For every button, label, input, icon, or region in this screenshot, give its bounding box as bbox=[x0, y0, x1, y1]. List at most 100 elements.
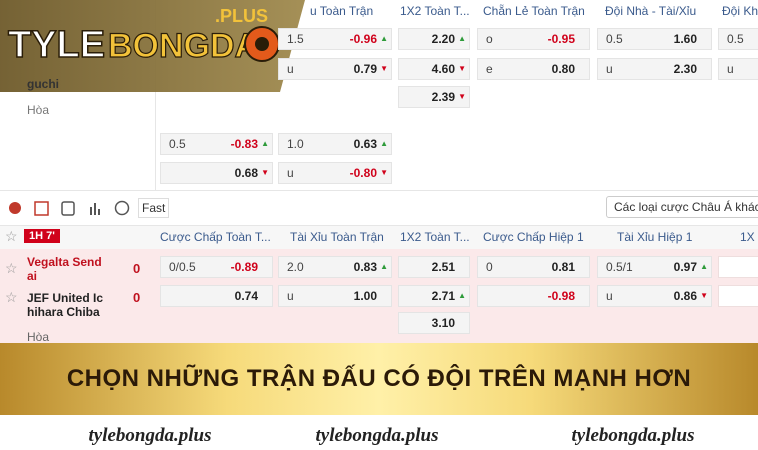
odds-value: -0.89 bbox=[230, 260, 258, 274]
away-team: JEF United Ichihara Chiba bbox=[27, 291, 104, 319]
odds-cell[interactable]: o -0.95 bbox=[477, 28, 590, 50]
odds-value: 1.00 bbox=[353, 289, 377, 303]
trend-arrow: ▲ bbox=[380, 262, 388, 271]
odds-cell[interactable]: 0 0.81 bbox=[477, 256, 590, 278]
handicap-label: 1.5 bbox=[287, 32, 304, 46]
column-header: u Toàn Trận bbox=[310, 4, 374, 18]
odds-cell[interactable]: u 1.00 bbox=[278, 285, 392, 307]
handicap-label: 0.5 bbox=[727, 32, 744, 46]
odds-value: -0.95 bbox=[547, 32, 575, 46]
odds-cell[interactable]: u -0.80 ▼ bbox=[278, 162, 392, 184]
column-header: Cược Chấp Toàn T... bbox=[160, 230, 271, 244]
odds-value: 0.68 bbox=[234, 166, 258, 180]
odds-cell[interactable]: u 0.79 ▼ bbox=[278, 58, 392, 80]
odds-cell[interactable] bbox=[718, 285, 758, 307]
handicap-label: u bbox=[287, 289, 294, 303]
odds-cell[interactable]: e 0.80 bbox=[477, 58, 590, 80]
odds-value: 1.60 bbox=[673, 32, 697, 46]
odds-cell[interactable]: 0.74 bbox=[160, 285, 273, 307]
column-header: Tài Xỉu Toàn Trận bbox=[290, 230, 384, 244]
match-header-bar bbox=[0, 225, 758, 250]
odds-cell[interactable]: 0/0.5 -0.89 bbox=[160, 256, 273, 278]
column-header: 1X2 Toàn T... bbox=[400, 4, 470, 18]
handicap-label: e bbox=[486, 62, 493, 76]
footer-link[interactable]: tylebongda.plus bbox=[315, 425, 439, 446]
trend-arrow: ▼ bbox=[261, 168, 269, 177]
odds-value: 2.30 bbox=[673, 62, 697, 76]
odds-cell[interactable]: 1.5 -0.96 ▲ bbox=[278, 28, 392, 50]
odds-value: 3.10 bbox=[431, 316, 455, 330]
footer bbox=[0, 415, 758, 450]
footer-link[interactable]: tylebongda.plus bbox=[571, 425, 695, 446]
odds-value: 0.80 bbox=[551, 62, 575, 76]
odds-value: -0.80 bbox=[349, 166, 377, 180]
handicap-label: o bbox=[486, 32, 493, 46]
odds-cell[interactable]: 0.5/1 0.97 ▲ bbox=[597, 256, 712, 278]
odds-value: 0.81 bbox=[551, 260, 575, 274]
trend-arrow: ▼ bbox=[458, 64, 466, 73]
odds-cell[interactable]: 2.51 bbox=[398, 256, 470, 278]
odds-cell[interactable]: 2.39 ▼ bbox=[398, 86, 470, 108]
home-score: 0 bbox=[133, 261, 141, 276]
odds-cell[interactable]: 2.71 ▲ bbox=[398, 285, 470, 307]
odds-cell[interactable]: 0.5 bbox=[718, 28, 758, 50]
handicap-label: 0.5 bbox=[169, 137, 186, 151]
column-header: Tài Xỉu Hiệp 1 bbox=[617, 230, 693, 244]
odds-value: 2.71 bbox=[431, 289, 455, 303]
handicap-label: 0.5 bbox=[606, 32, 623, 46]
logo-right: BONGDA bbox=[108, 27, 259, 65]
odds-value: 2.20 bbox=[431, 32, 455, 46]
column-header: 1X bbox=[740, 230, 755, 244]
odds-cell[interactable]: 2.20 ▲ bbox=[398, 28, 470, 50]
handicap-label: 0 bbox=[486, 260, 493, 274]
odds-value: 0.97 bbox=[673, 260, 697, 274]
odds-value: 0.79 bbox=[353, 62, 377, 76]
odds-value: 0.74 bbox=[234, 289, 258, 303]
trend-arrow: ▲ bbox=[261, 139, 269, 148]
column-header: Chẵn Lẻ Toàn Trận bbox=[483, 4, 585, 18]
column-header: Đội Khá bbox=[722, 4, 758, 18]
logo-left: TYLE bbox=[8, 24, 105, 66]
team-name: guchi bbox=[27, 77, 59, 91]
draw-label: Hòa bbox=[27, 103, 50, 117]
market-dropdown[interactable]: Các loại cược Châu Á khác bbox=[606, 196, 758, 218]
odds-cell[interactable]: u bbox=[718, 58, 758, 80]
footer-link[interactable]: tylebongda.plus bbox=[88, 425, 212, 446]
odds-value: 0.83 bbox=[353, 260, 377, 274]
favorite-star[interactable]: ☆ bbox=[5, 260, 18, 276]
away-score: 0 bbox=[133, 290, 141, 305]
column-header: Cược Chấp Hiệp 1 bbox=[483, 230, 584, 244]
odds-cell[interactable]: 2.0 0.83 ▲ bbox=[278, 256, 392, 278]
toolbar-icons[interactable] bbox=[0, 196, 140, 220]
column-header: 1X2 Toàn T... bbox=[400, 230, 470, 244]
home-team: Vegalta Sendai bbox=[27, 255, 102, 283]
odds-value: 0.86 bbox=[673, 289, 697, 303]
odds-cell[interactable]: 0.5 1.60 bbox=[597, 28, 712, 50]
banner: CHỌN NHỮNG TRẬN ĐẤU CÓ ĐỘI TRÊN MẠNH HƠN bbox=[0, 343, 758, 415]
odds-value: 4.60 bbox=[431, 62, 455, 76]
odds-cell[interactable]: u 0.86 ▼ bbox=[597, 285, 712, 307]
odds-cell[interactable] bbox=[718, 256, 758, 278]
divider bbox=[0, 190, 758, 191]
fast-button[interactable]: Fast bbox=[138, 198, 170, 218]
handicap-label: 1.0 bbox=[287, 137, 304, 151]
handicap-label: 2.0 bbox=[287, 260, 304, 274]
favorite-star[interactable]: ☆ bbox=[5, 228, 18, 244]
odds-value: -0.96 bbox=[349, 32, 377, 46]
odds-cell[interactable]: 4.60 ▼ bbox=[398, 58, 470, 80]
handicap-label: u bbox=[287, 166, 294, 180]
odds-cell[interactable]: -0.98 bbox=[477, 285, 590, 307]
odds-cell[interactable]: 0.5 -0.83 ▲ bbox=[160, 133, 273, 155]
handicap-label: u bbox=[287, 62, 294, 76]
trend-arrow: ▼ bbox=[458, 92, 466, 101]
handicap-label: u bbox=[606, 289, 613, 303]
favorite-star[interactable]: ☆ bbox=[5, 289, 18, 305]
dropdown-text: Các loại cược Châu Á khác bbox=[614, 200, 758, 214]
handicap-label: 0/0.5 bbox=[169, 260, 196, 274]
odds-cell[interactable]: 3.10 bbox=[398, 312, 470, 334]
odds-cell[interactable]: u 2.30 bbox=[597, 58, 712, 80]
odds-cell[interactable]: 1.0 0.63 ▲ bbox=[278, 133, 392, 155]
banner-headline: CHỌN NHỮNG TRẬN ĐẤU CÓ ĐỘI TRÊN MẠNH HƠN bbox=[66, 365, 692, 392]
odds-cell[interactable]: 0.68 ▼ bbox=[160, 162, 273, 184]
